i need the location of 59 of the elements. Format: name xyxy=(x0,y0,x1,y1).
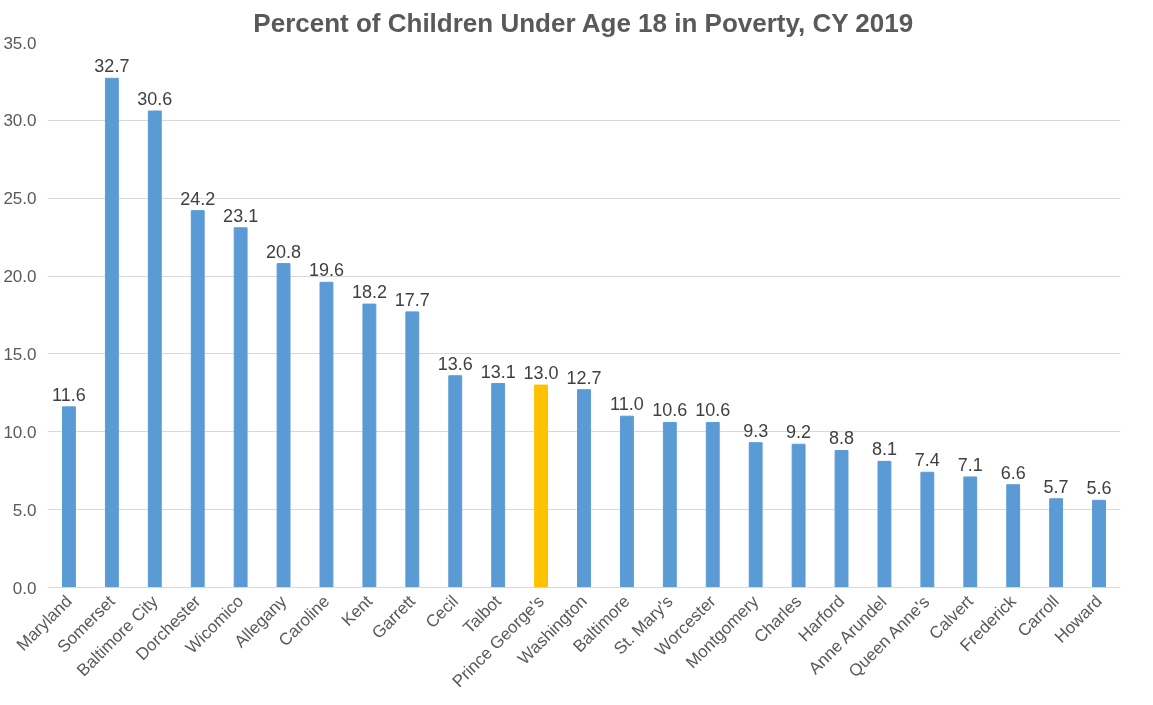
data-label: 20.8 xyxy=(266,241,302,262)
data-label: 12.7 xyxy=(566,367,602,388)
data-label: 8.8 xyxy=(829,428,855,449)
data-label: 32.7 xyxy=(94,56,130,77)
bar xyxy=(405,311,420,588)
bar xyxy=(662,421,677,588)
data-label: 17.7 xyxy=(394,289,430,310)
data-label: 13.6 xyxy=(437,353,473,374)
data-label: 7.1 xyxy=(957,454,983,475)
data-label: 10.6 xyxy=(652,400,688,421)
data-label: 13.1 xyxy=(480,361,516,382)
data-label: 5.6 xyxy=(1086,478,1112,499)
data-label: 13.0 xyxy=(523,363,559,384)
bar xyxy=(448,375,463,588)
chart-title: Percent of Children Under Age 18 in Poverty, CY 2019 xyxy=(253,7,914,38)
bar xyxy=(619,415,634,588)
data-label: 11.6 xyxy=(52,384,86,405)
data-label: 9.2 xyxy=(786,422,812,443)
bar xyxy=(705,421,720,588)
data-label: 10.6 xyxy=(695,400,731,421)
y-tick-label: 25.0 xyxy=(3,189,37,209)
bar xyxy=(62,406,76,588)
bar xyxy=(276,263,291,588)
bar xyxy=(577,389,591,588)
data-label: 30.6 xyxy=(137,89,173,110)
y-tick-label: 30.0 xyxy=(3,111,37,131)
bar xyxy=(1049,498,1064,588)
bar xyxy=(963,476,978,588)
bar xyxy=(1092,499,1106,588)
y-tick-label: 20.0 xyxy=(3,267,37,287)
bar xyxy=(147,110,162,588)
data-label: 6.6 xyxy=(1000,462,1026,483)
bar xyxy=(190,210,205,588)
y-tick-label: 15.0 xyxy=(3,344,37,364)
data-label: 19.6 xyxy=(308,260,345,281)
y-tick-label: 5.0 xyxy=(12,500,37,520)
data-label: 5.7 xyxy=(1043,476,1069,497)
bar xyxy=(233,227,248,588)
y-tick-label: 0.0 xyxy=(12,578,37,598)
bar xyxy=(748,442,763,588)
data-label: 18.2 xyxy=(351,282,387,303)
bar xyxy=(104,77,119,588)
bar xyxy=(920,471,935,588)
bar xyxy=(319,281,334,588)
bar xyxy=(791,443,806,588)
data-label: 24.2 xyxy=(180,188,216,209)
data-label: 11.0 xyxy=(610,394,644,415)
y-tick-label: 35.0 xyxy=(3,33,37,53)
bar xyxy=(491,383,506,588)
bar xyxy=(877,460,892,588)
data-label: 9.3 xyxy=(743,420,769,441)
bar xyxy=(834,449,849,588)
bar xyxy=(362,303,377,588)
data-label: 7.4 xyxy=(914,450,940,471)
y-tick-label: 10.0 xyxy=(3,422,37,442)
data-label: 8.1 xyxy=(871,439,897,460)
bar xyxy=(1006,484,1021,588)
bar xyxy=(534,384,549,588)
data-label: 23.1 xyxy=(223,205,259,226)
